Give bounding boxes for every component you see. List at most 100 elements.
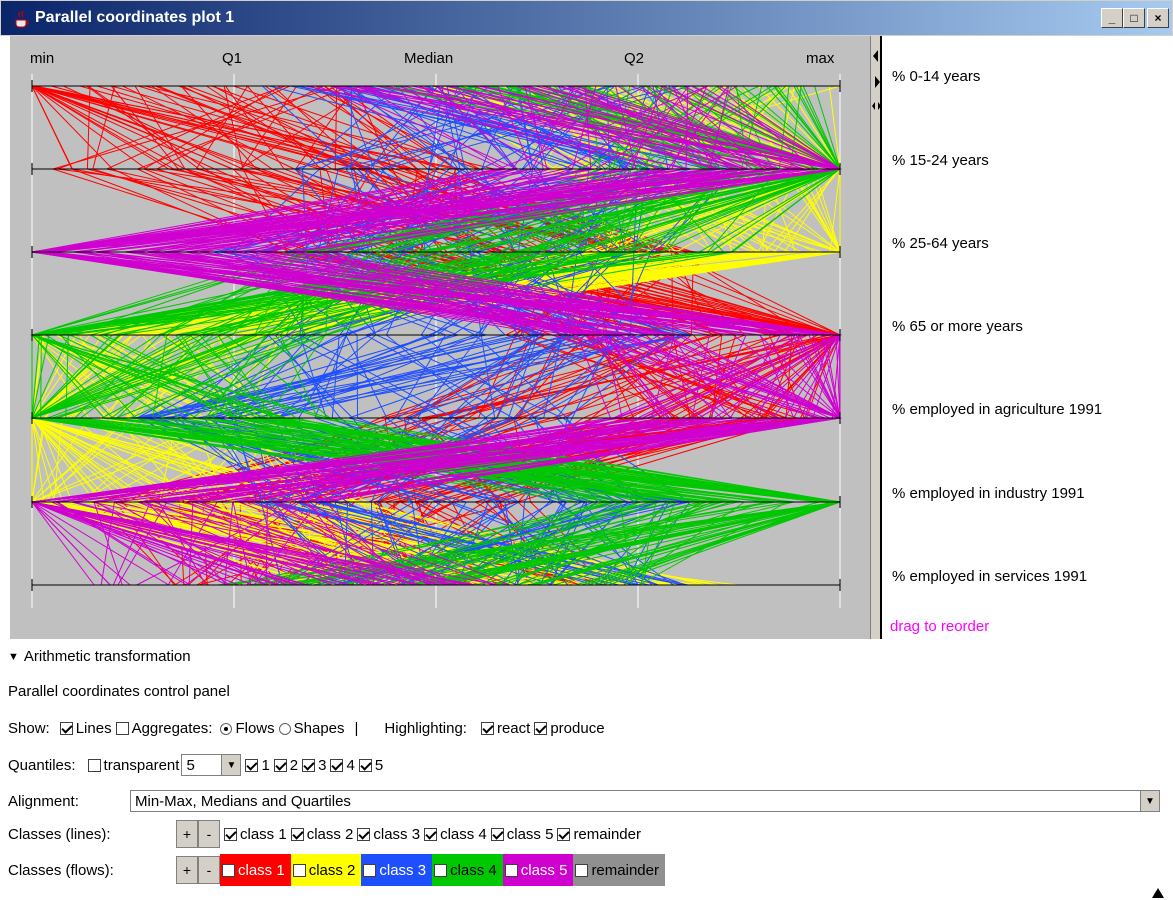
class-5-flow-checkbox[interactable]: [504, 863, 518, 877]
class-3-flow-item[interactable]: class 3: [361, 854, 433, 886]
class-4-line-label: class 4: [440, 825, 487, 843]
quantile-label-q1: Q1: [222, 50, 243, 67]
window-title: Parallel coordinates plot 1: [35, 9, 235, 26]
show-label: Show:: [8, 720, 50, 737]
highlighting-label: Highlighting:: [384, 720, 467, 737]
quantile-5-label: 5: [374, 756, 384, 774]
shapes-label: Shapes: [293, 720, 345, 737]
maximize-button[interactable]: □: [1123, 8, 1145, 28]
attribute-label[interactable]: % employed in industry 1991: [892, 485, 1085, 502]
class-4-line-checkbox[interactable]: [424, 827, 438, 841]
alignment-value: Min-Max, Medians and Quartiles: [135, 792, 351, 810]
chevron-down-icon[interactable]: ▼: [1140, 791, 1159, 811]
title-bar[interactable]: Parallel coordinates plot 1 _ □ ×: [0, 0, 1173, 36]
attribute-list[interactable]: % 0-14 years % 15-24 years % 25-64 years…: [882, 36, 1173, 656]
remainder-flow-label: remainder: [591, 861, 659, 879]
parallel-coordinates-plot[interactable]: min Q1 Median Q2 max: [10, 36, 870, 639]
class-5-flow-item[interactable]: class 5: [502, 854, 574, 886]
class-2-line-label: class 2: [306, 825, 354, 843]
flows-radio[interactable]: [220, 722, 233, 735]
triangle-down-icon: ▼: [8, 650, 19, 663]
class-1-line-label: class 1: [240, 825, 287, 843]
quantile-2-checkbox[interactable]: [273, 758, 287, 772]
lines-checkbox[interactable]: [59, 722, 73, 735]
attribute-label[interactable]: % 0-14 years: [892, 68, 981, 85]
attribute-label[interactable]: % 65 or more years: [892, 318, 1023, 335]
class-2-flow-checkbox[interactable]: [292, 863, 306, 877]
add-class-lines-button[interactable]: +: [176, 820, 198, 848]
drag-hint: drag to reorder: [890, 618, 990, 635]
quantile-1-label: 1: [261, 756, 270, 774]
splitter-arrows-icon: [872, 50, 881, 110]
class-3-line-label: class 3: [373, 825, 421, 843]
panel-title: Parallel coordinates control panel: [8, 683, 230, 700]
transparent-label: transparent: [103, 756, 180, 774]
arithmetic-expander[interactable]: ▼ Arithmetic transformation: [8, 648, 191, 665]
flows-label: Flows: [235, 720, 275, 737]
minimize-button[interactable]: _: [1101, 8, 1123, 28]
attribute-label[interactable]: % 25-64 years: [892, 235, 989, 252]
remove-class-flows-button[interactable]: -: [198, 856, 220, 884]
class-3-flow-checkbox[interactable]: [363, 863, 377, 877]
transparent-checkbox[interactable]: [87, 758, 101, 772]
plot-canvas[interactable]: [10, 36, 870, 639]
classes-flows-row: Classes (flows): + - class 1 class 2 cla…: [8, 854, 665, 886]
class-5-line-checkbox[interactable]: [490, 827, 504, 841]
attribute-label[interactable]: % employed in services 1991: [892, 568, 1088, 585]
quantile-label-median: Median: [404, 50, 454, 67]
classes-lines-row: Classes (lines): + - class 1 class 2 cla…: [8, 820, 641, 848]
class-4-flow-checkbox[interactable]: [434, 863, 448, 877]
quantiles-label: Quantiles:: [8, 756, 76, 774]
remove-class-lines-button[interactable]: -: [198, 820, 220, 848]
quantile-3-checkbox[interactable]: [302, 758, 316, 772]
class-4-flow-item[interactable]: class 4: [432, 854, 503, 886]
class-4-flow-label: class 4: [450, 861, 497, 879]
quantile-label-min: min: [30, 50, 55, 67]
chevron-down-icon[interactable]: ▼: [221, 755, 241, 775]
expander-label: Arithmetic transformation: [23, 648, 191, 665]
remainder-line-checkbox[interactable]: [557, 827, 571, 841]
java-cup-icon: [15, 10, 29, 28]
class-1-line-checkbox[interactable]: [224, 827, 237, 841]
control-panel: ▼ Arithmetic transformation Parallel coo…: [0, 640, 1173, 900]
classes-lines-label: Classes (lines):: [8, 825, 111, 843]
divider: [880, 36, 882, 639]
classes-flows-label: Classes (flows):: [8, 861, 114, 879]
class-2-flow-item[interactable]: class 2: [290, 854, 362, 886]
close-button[interactable]: ×: [1147, 8, 1169, 28]
quantile-4-checkbox[interactable]: [330, 758, 344, 772]
quantile-2-label: 2: [289, 756, 299, 774]
shapes-radio[interactable]: [278, 722, 291, 735]
class-1-flow-label: class 1: [238, 861, 285, 879]
class-3-flow-label: class 3: [379, 861, 427, 879]
class-1-flow-item[interactable]: class 1: [220, 854, 291, 886]
lines-label: Lines: [75, 720, 112, 737]
aggregates-label: Aggregates:: [131, 720, 213, 737]
class-2-flow-label: class 2: [308, 861, 356, 879]
aggregates-checkbox[interactable]: [115, 722, 129, 735]
quantile-3-label: 3: [318, 756, 327, 774]
remainder-flow-checkbox[interactable]: [575, 863, 589, 877]
produce-checkbox[interactable]: [534, 722, 548, 735]
class-1-flow-checkbox[interactable]: [222, 863, 235, 877]
remainder-flow-item[interactable]: remainder: [573, 854, 665, 886]
attribute-label[interactable]: % employed in agriculture 1991: [892, 401, 1103, 418]
separator-pipe: |: [354, 720, 359, 737]
quantile-label-max: max: [806, 50, 835, 67]
resize-caret-icon[interactable]: [1150, 886, 1166, 900]
plot-splitter[interactable]: [870, 36, 882, 639]
class-2-line-checkbox[interactable]: [290, 827, 304, 841]
class-3-line-checkbox[interactable]: [357, 827, 371, 841]
quantile-label-q2: Q2: [624, 50, 645, 67]
alignment-select[interactable]: Min-Max, Medians and Quartiles ▼: [130, 790, 1160, 812]
quantile-1-checkbox[interactable]: [245, 758, 259, 772]
remainder-line-label: remainder: [573, 825, 641, 843]
react-label: react: [496, 720, 531, 737]
quantile-count-select[interactable]: 5 ▼: [181, 754, 242, 776]
quantile-5-checkbox[interactable]: [358, 758, 372, 772]
show-row: Show: Lines Aggregates: Flows Shapes | H…: [8, 720, 605, 737]
attribute-label[interactable]: % 15-24 years: [892, 152, 989, 169]
react-checkbox[interactable]: [480, 722, 494, 735]
add-class-flows-button[interactable]: +: [176, 856, 198, 884]
class-5-line-label: class 5: [506, 825, 554, 843]
